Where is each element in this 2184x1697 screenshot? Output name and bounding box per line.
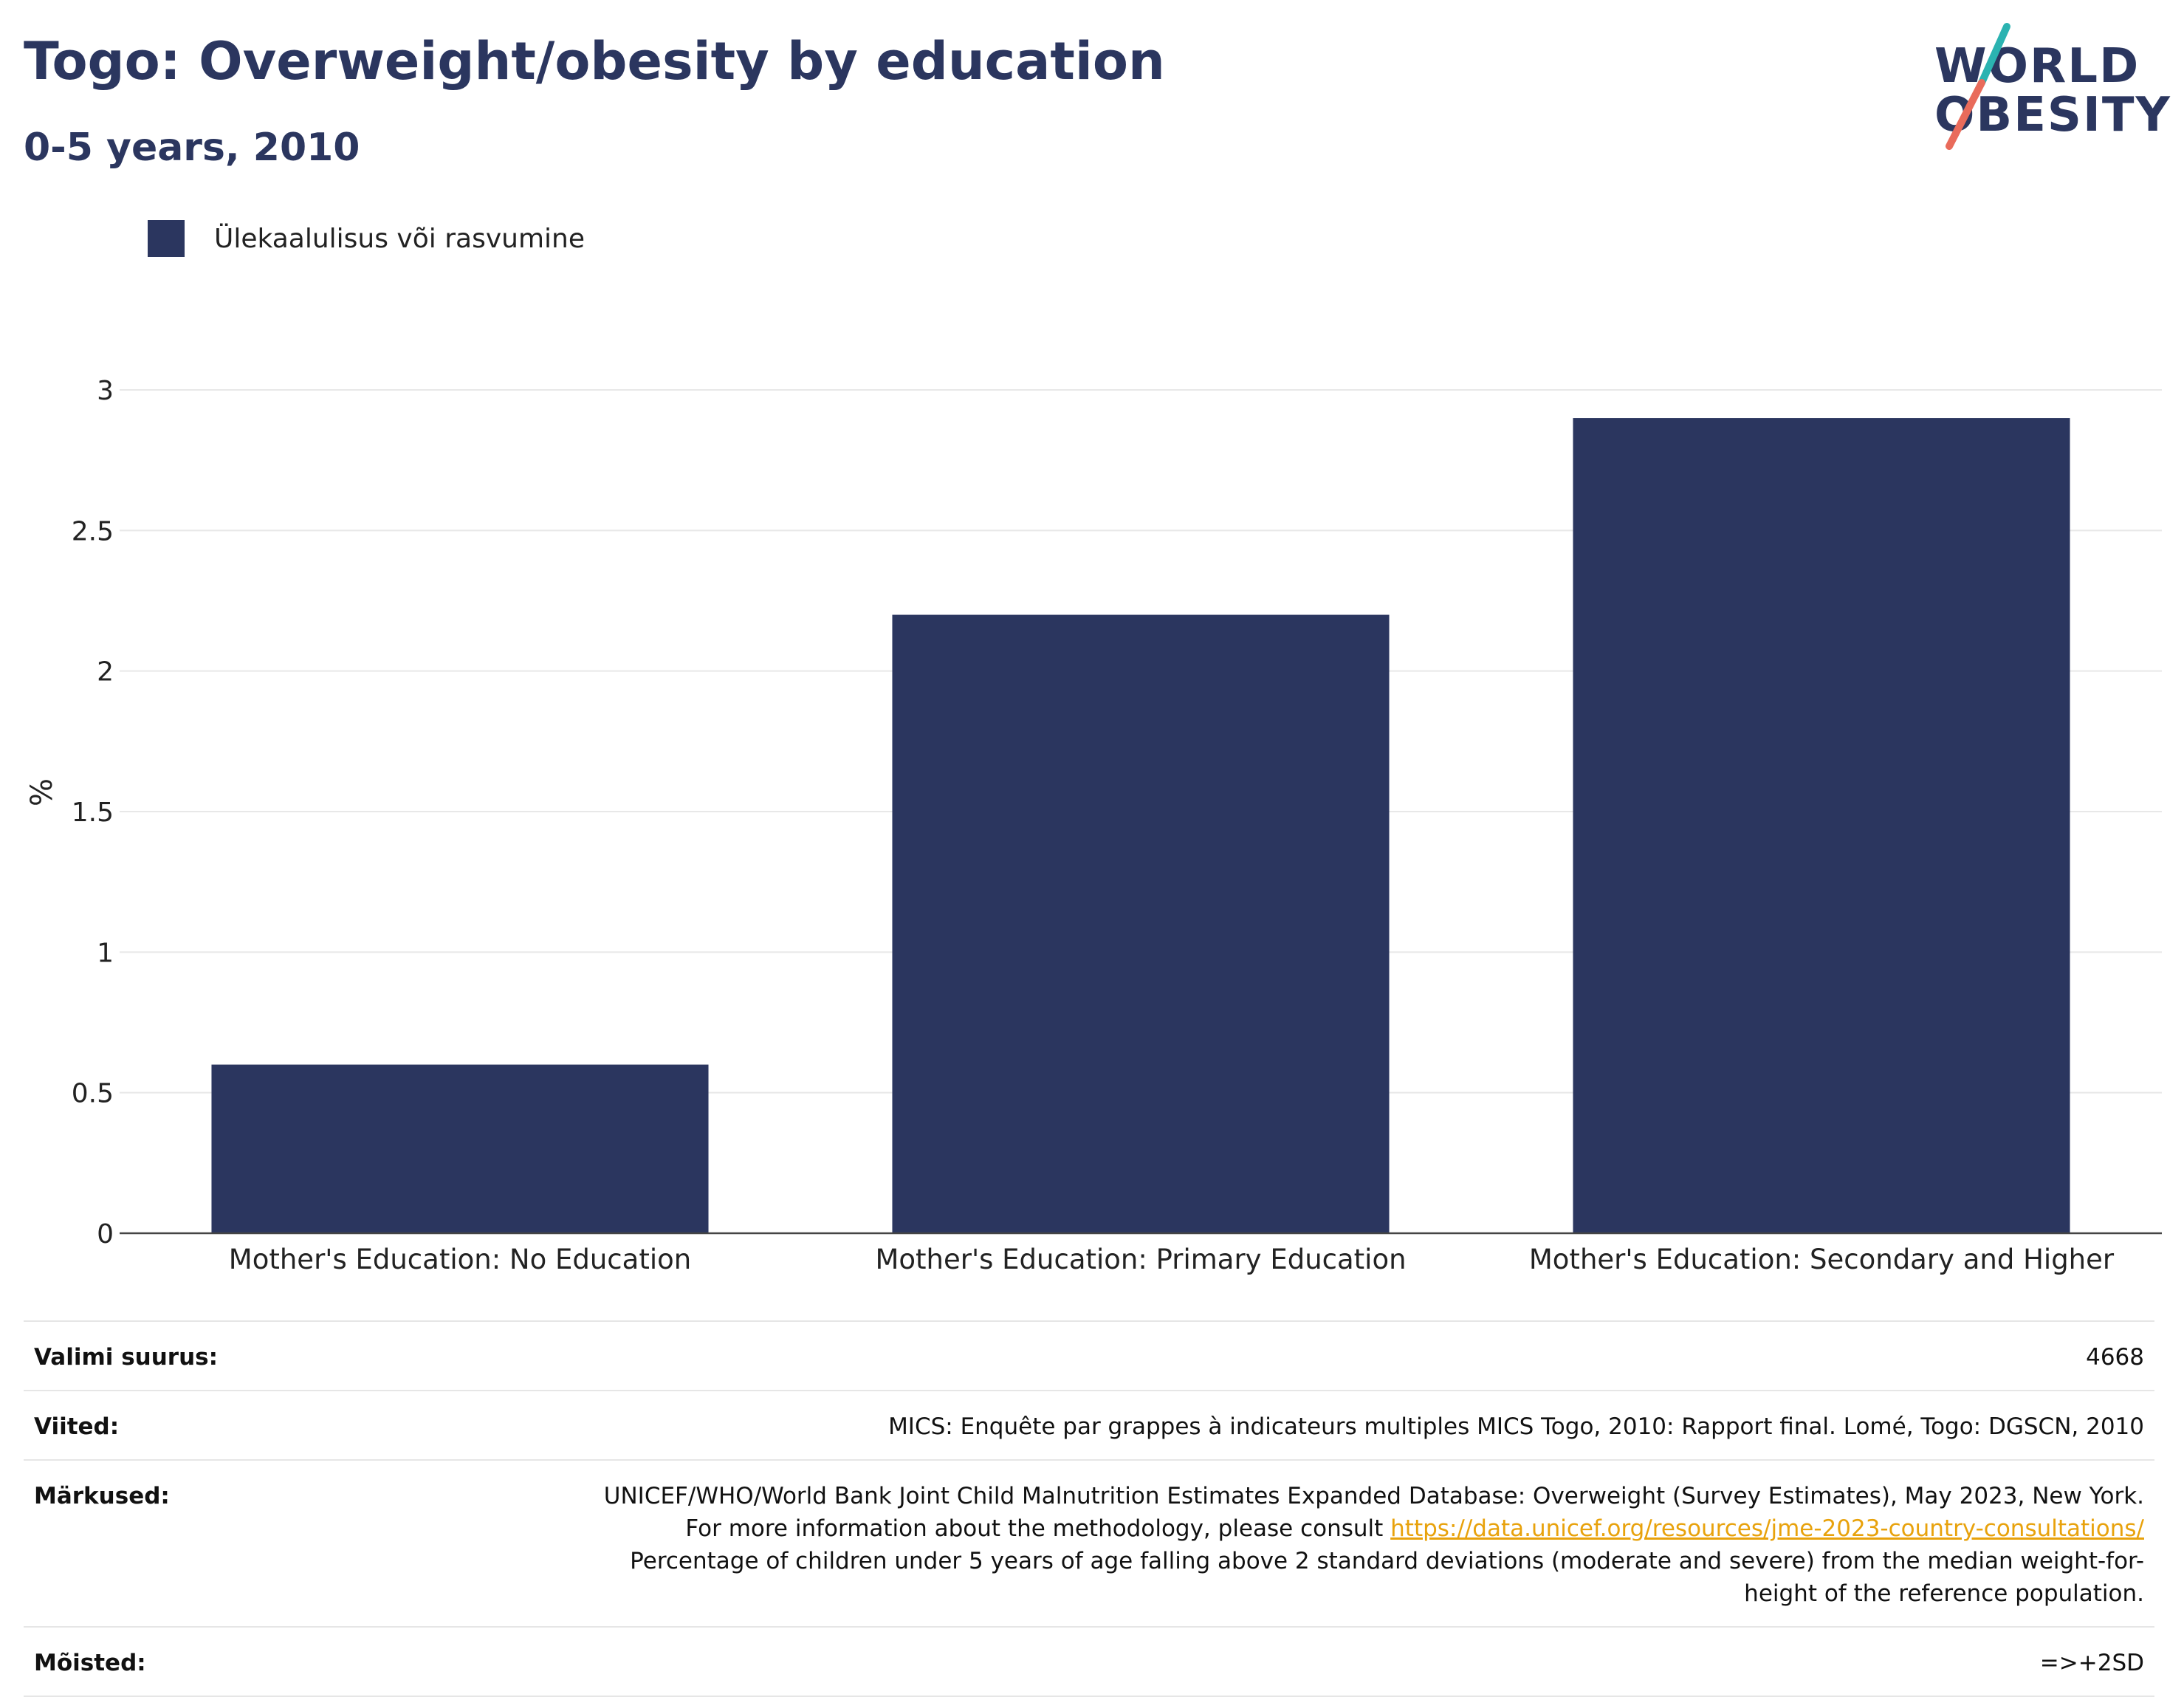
- y-axis-title: %: [25, 778, 59, 806]
- bar: [1573, 418, 2070, 1233]
- world-obesity-logo: WORLD OBESITY: [1920, 21, 2171, 154]
- notes-label: Märkused:: [34, 1483, 170, 1509]
- x-tick-label: Mother's Education: No Education: [229, 1244, 691, 1275]
- bar: [211, 1064, 709, 1233]
- y-tick-label: 0.5: [72, 1079, 114, 1109]
- references-row: Viited: MICS: Enquête par grappes à indi…: [24, 1390, 2154, 1459]
- y-tick-label: 2: [97, 657, 114, 688]
- notes-row: Märkused: UNICEF/WHO/World Bank Joint Ch…: [24, 1459, 2154, 1626]
- logo-slash-icon: [1946, 23, 2010, 150]
- legend-label: Ülekaalulisus või rasvumine: [214, 223, 585, 254]
- sample-size-value: 4668: [2086, 1344, 2144, 1371]
- y-tick-label: 3: [97, 376, 114, 406]
- x-tick-label: Mother's Education: Secondary and Higher: [1529, 1244, 2115, 1275]
- definitions-row: Mõisted: =>+2SD: [24, 1626, 2154, 1697]
- metadata-table: Valimi suurus: 4668 Viited: MICS: Enquêt…: [24, 1320, 2154, 1697]
- y-tick-label: 1: [97, 938, 114, 968]
- bar: [892, 614, 1390, 1233]
- y-tick-label: 0: [97, 1219, 114, 1249]
- notes-text-after: Percentage of children under 5 years of …: [630, 1548, 2144, 1607]
- notes-text-before: UNICEF/WHO/World Bank Joint Child Malnut…: [603, 1483, 2144, 1542]
- definitions-label: Mõisted:: [34, 1650, 146, 1676]
- bar-chart: 0 0.5 1 1.5 2 2.5 3 Mother's Education: No Educ…: [72, 376, 2162, 1275]
- methodology-link[interactable]: https://data.unicef.org/resources/jme-20…: [1390, 1515, 2144, 1542]
- references-value: MICS: Enquête par grappes à indicateurs …: [888, 1413, 2144, 1440]
- sample-size-row: Valimi suurus: 4668: [24, 1320, 2154, 1390]
- references-label: Viited:: [34, 1413, 120, 1440]
- y-tick-label: 2.5: [72, 516, 114, 546]
- legend: Ülekaalulisus või rasvumine: [148, 219, 585, 258]
- logo-word-world: WORLD: [1934, 39, 2140, 94]
- chart-subtitle: 0-5 years, 2010: [24, 126, 360, 170]
- y-tick-label: 1.5: [72, 798, 114, 828]
- x-tick-label: Mother's Education: Primary Education: [875, 1244, 1406, 1275]
- chart-title: Togo: Overweight/obesity by education: [24, 31, 1165, 92]
- sample-size-label: Valimi suurus:: [34, 1344, 218, 1371]
- definitions-value: =>+2SD: [2039, 1650, 2144, 1676]
- legend-swatch: [148, 220, 185, 257]
- notes-value: UNICEF/WHO/World Bank Joint Child Malnut…: [594, 1480, 2144, 1610]
